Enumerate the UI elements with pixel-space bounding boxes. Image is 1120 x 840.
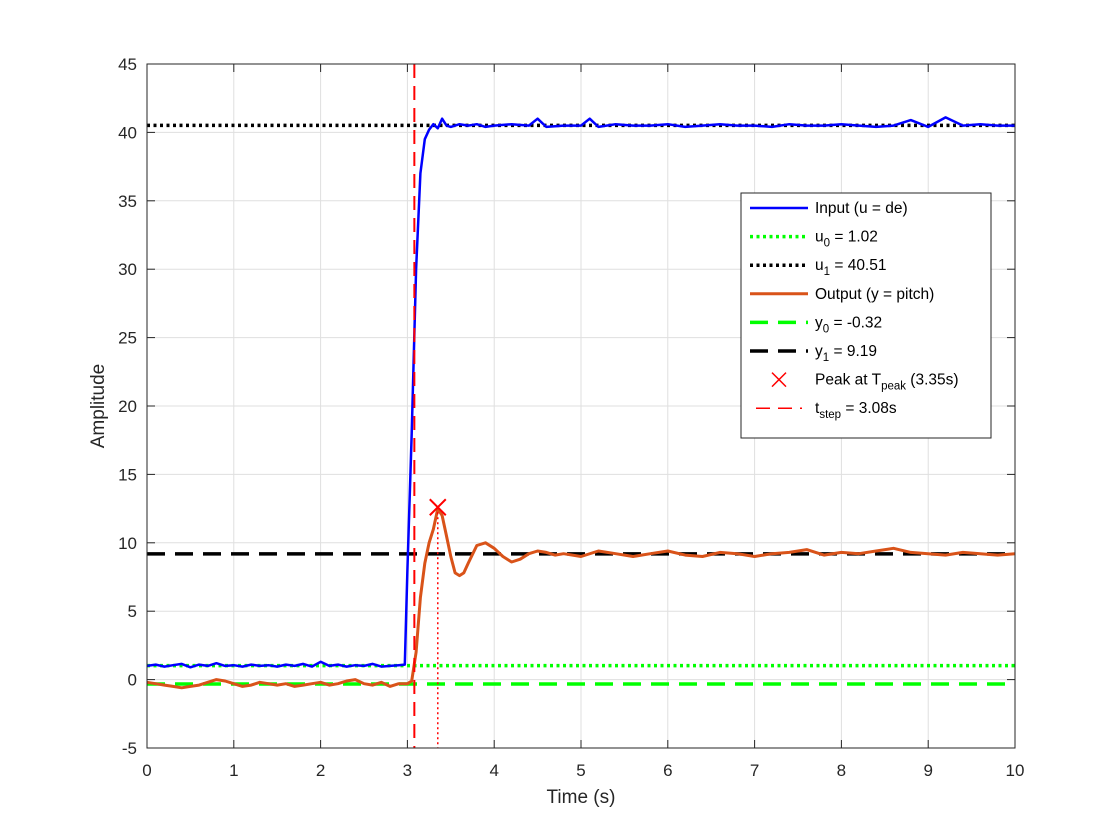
- y-tick-label: 0: [128, 671, 137, 690]
- legend-label-u0: u0 = 1.02: [815, 229, 878, 250]
- x-axis-label: Time (s): [547, 787, 616, 808]
- legend-label-y1: y1 = 9.19: [815, 343, 877, 364]
- peak-marker: [429, 498, 447, 516]
- y-tick-label: -5: [122, 739, 137, 758]
- x-tick-label: 7: [750, 761, 759, 780]
- legend-label-step: tstep = 3.08s: [815, 400, 897, 421]
- x-tick-label: 6: [663, 761, 672, 780]
- y-tick-label: 45: [118, 55, 137, 74]
- legend-label-y0: y0 = -0.32: [815, 314, 882, 335]
- y-axis-label: Amplitude: [88, 364, 109, 449]
- x-axis: 0 1 2 3 4 5 6 7 8 9 10: [142, 64, 1024, 780]
- legend-swatch-peak: [771, 372, 787, 388]
- legend-box: [740, 192, 992, 439]
- x-tick-label: 3: [403, 761, 412, 780]
- y-tick-label: 30: [118, 260, 137, 279]
- legend-label-output: Output (y = pitch): [815, 286, 934, 303]
- x-tick-label: 5: [576, 761, 585, 780]
- legend-label-u1: u1 = 40.51: [815, 257, 886, 278]
- series-layer: [146, 116, 1016, 690]
- x-tick-label: 4: [489, 761, 498, 780]
- legend-label-peak: Peak at Tpeak (3.35s): [815, 372, 959, 393]
- y-tick-label: 5: [128, 602, 137, 621]
- y-tick-label: 15: [118, 465, 137, 484]
- y-axis: -5 0 5 10 15 20 25 30 35 40 45: [118, 55, 1015, 758]
- y-tick-label: 35: [118, 192, 137, 211]
- x-tick-label: 2: [316, 761, 325, 780]
- marker-layer: [413, 64, 447, 748]
- series-line-0: [146, 116, 1015, 669]
- y-tick-label: 10: [118, 534, 137, 553]
- x-tick-label: 1: [229, 761, 238, 780]
- y-tick-label: 25: [118, 329, 137, 348]
- legend: Input (u = de) u0 = 1.02 u1 = 40.51 Output …: [740, 192, 992, 439]
- y-tick-label: 40: [118, 123, 137, 142]
- y-tick-label: 20: [118, 397, 137, 416]
- x-tick-label: 10: [1006, 761, 1025, 780]
- x-tick-label: 9: [923, 761, 932, 780]
- series-line-3: [146, 507, 1016, 690]
- x-tick-label: 8: [837, 761, 846, 780]
- legend-label-input: Input (u = de): [815, 200, 908, 217]
- x-tick-label: 0: [142, 761, 151, 780]
